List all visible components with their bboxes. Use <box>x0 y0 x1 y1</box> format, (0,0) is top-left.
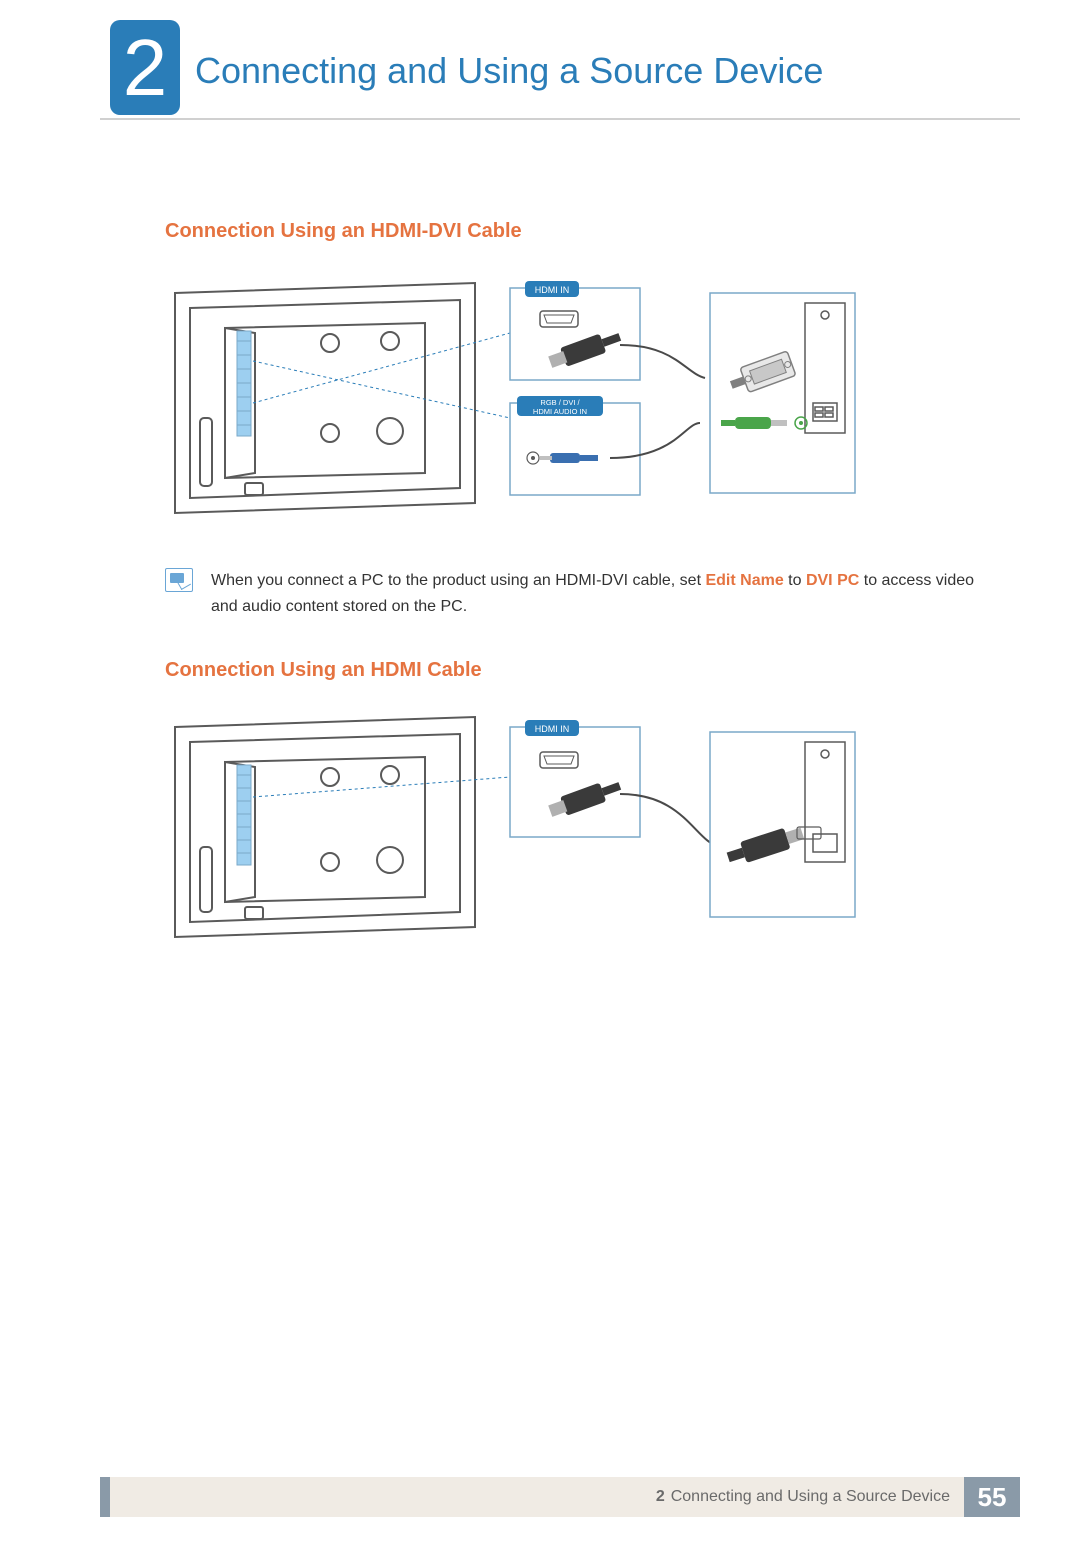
page-footer: 2 Connecting and Using a Source Device 5… <box>0 1477 1080 1517</box>
diagram-hdmi-svg: HDMI IN <box>165 712 860 947</box>
chapter-header: 2 Connecting and Using a Source Device <box>0 20 1080 140</box>
note-text-pre: When you connect a PC to the product usi… <box>211 572 705 589</box>
header-divider <box>100 118 1020 120</box>
footer-chapter-title: Connecting and Using a Source Device <box>671 1488 950 1506</box>
footer-page-number: 55 <box>964 1477 1020 1517</box>
label-hdmi-in-2: HDMI IN <box>535 724 570 734</box>
footer-text: 2 Connecting and Using a Source Device <box>656 1477 964 1517</box>
chapter-title: Connecting and Using a Source Device <box>195 50 823 92</box>
note-hl-dvipc: DVI PC <box>806 572 859 589</box>
chapter-number: 2 <box>123 28 168 108</box>
chapter-tab: 2 <box>110 20 180 115</box>
section2-heading: Connection Using an HDMI Cable <box>165 659 980 682</box>
footer-chapter-number: 2 <box>656 1488 665 1506</box>
diagram-hdmi-dvi: HDMI IN RGB / DVI / HDMI <box>165 273 860 528</box>
note-text-mid: to <box>784 572 806 589</box>
diagram-hdmi: HDMI IN <box>165 712 860 947</box>
note-hdmi-dvi: When you connect a PC to the product usi… <box>165 568 980 619</box>
label-hdmi-in-1: HDMI IN <box>535 285 570 295</box>
note-hl-editname: Edit Name <box>705 572 783 589</box>
section1-heading: Connection Using an HDMI-DVI Cable <box>165 220 980 243</box>
content-area: Connection Using an HDMI-DVI Cable <box>0 140 1080 947</box>
note-text: When you connect a PC to the product usi… <box>211 568 980 619</box>
diagram-hdmi-dvi-svg: HDMI IN RGB / DVI / HDMI <box>165 273 860 528</box>
note-icon <box>165 568 193 592</box>
svg-text:HDMI AUDIO IN: HDMI AUDIO IN <box>533 407 587 416</box>
footer-accent <box>100 1477 110 1517</box>
page: 2 Connecting and Using a Source Device C… <box>0 20 1080 1547</box>
svg-text:RGB / DVI /: RGB / DVI / <box>540 398 580 407</box>
